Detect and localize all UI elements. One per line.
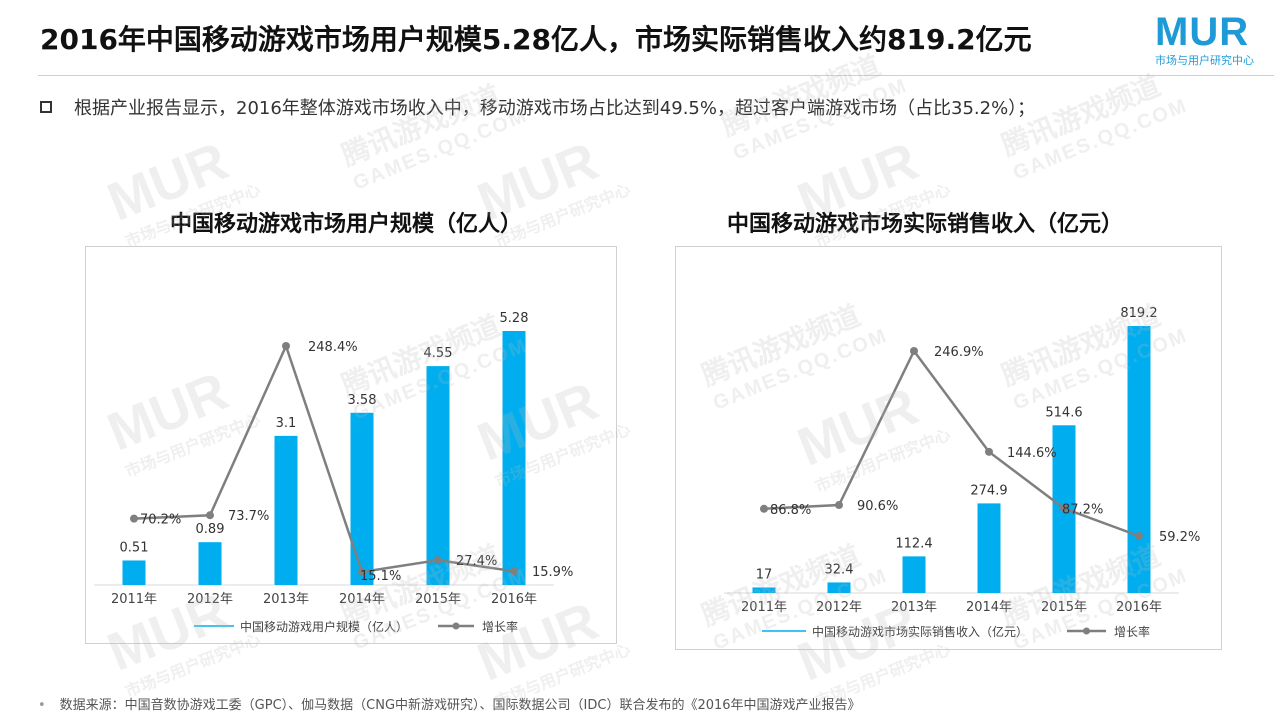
chart-revenue-frame: 17 2011年 32.4 2012年 112.4 2013年 274.9 2014年 514.… [675, 246, 1222, 650]
x-tick-label: 2014年 [339, 592, 385, 607]
growth-rate-label: 27.4% [456, 554, 497, 569]
chart-users-frame: 0.51 2011年 0.89 2012年 3.1 2013年 3.58 2014年 4.55 2… [85, 246, 617, 644]
bar [977, 503, 1001, 593]
growth-rate-point [835, 501, 843, 510]
bar-value-label: 0.51 [120, 540, 149, 555]
bar [827, 582, 851, 593]
bar-value-label: 819.2 [1120, 306, 1157, 321]
footer-bullet: • [38, 698, 46, 713]
bar [902, 556, 926, 593]
growth-rate-label: 15.9% [532, 565, 573, 580]
mur-logo: MUR 市场与用户研究中心 [1155, 10, 1273, 68]
x-tick-label: 2012年 [816, 600, 862, 615]
growth-rate-point [760, 504, 768, 513]
legend-line-marker [452, 622, 460, 630]
x-tick-label: 2015年 [1041, 600, 1087, 615]
x-tick-label: 2011年 [111, 592, 157, 607]
bar-value-label: 17 [756, 567, 773, 582]
bar [198, 542, 222, 585]
tencent-games-watermark: 腾讯游戏频道 GAMES.QQ.COM [996, 68, 1191, 185]
x-tick-label: 2016年 [1116, 600, 1162, 615]
bar [274, 435, 298, 585]
square-bullet-icon [40, 101, 52, 113]
growth-rate-point [282, 342, 290, 350]
x-tick-label: 2016年 [491, 592, 537, 607]
source-footnote: • 数据来源：中国音数协游戏工委（GPC）、伽马数据（CNG中新游戏研究）、国际数… [38, 694, 861, 713]
chart-revenue-svg: 17 2011年 32.4 2012年 112.4 2013年 274.9 2014年 514.… [724, 306, 1200, 639]
growth-rate-label: 90.6% [857, 499, 898, 514]
growth-rate-point [910, 347, 918, 355]
x-tick-label: 2013年 [263, 592, 309, 607]
bar [1127, 326, 1151, 593]
growth-rate-point [130, 514, 138, 523]
tencent-games-watermark: 腾讯游戏频道 GAMES.QQ.COM [336, 78, 531, 195]
logo-subtitle: 市场与用户研究中心 [1155, 54, 1254, 67]
legend-bar-label: 中国移动游戏用户规模（亿人） [240, 619, 408, 634]
bar-value-label: 3.1 [276, 416, 297, 431]
summary-bullet: 根据产业报告显示，2016年整体游戏市场收入中，移动游戏市场占比达到49.5%，… [40, 94, 1035, 120]
x-tick-label: 2014年 [966, 600, 1012, 615]
growth-rate-point [510, 567, 518, 576]
growth-rate-label: 87.2% [1062, 502, 1103, 517]
growth-rate-label: 144.6% [1007, 446, 1057, 461]
growth-rate-label: 248.4% [308, 340, 358, 355]
bar-value-label: 274.9 [970, 483, 1007, 498]
legend-bar-label: 中国移动游戏市场实际销售收入（亿元） [812, 624, 1028, 639]
growth-rate-point [1135, 532, 1143, 540]
chart-users-title: 中国移动游戏市场用户规模（亿人） [170, 212, 523, 237]
bar-value-label: 5.28 [500, 311, 529, 326]
growth-rate-line [763, 348, 1140, 538]
growth-rate-point [206, 511, 214, 520]
chart-users-svg: 0.51 2011年 0.89 2012年 3.1 2013年 3.58 2014年 4.55 2… [94, 311, 573, 634]
legend-line-marker [1083, 627, 1090, 635]
bar-value-label: 0.89 [196, 522, 225, 537]
growth-rate-label: 246.9% [934, 345, 984, 360]
source-text: 数据来源：中国音数协游戏工委（GPC）、伽马数据（CNG中新游戏研究）、国际数据… [59, 698, 861, 713]
growth-rate-point [985, 447, 993, 456]
growth-rate-label: 15.1% [360, 569, 401, 584]
growth-rate-point [358, 568, 366, 576]
legend-line-label: 增长率 [482, 619, 518, 634]
header-divider [38, 75, 1274, 76]
growth-rate-label: 59.2% [1159, 530, 1200, 545]
x-tick-label: 2015年 [415, 592, 461, 607]
bar-value-label: 32.4 [825, 562, 854, 577]
bar [752, 587, 776, 593]
legend-line-label: 增长率 [1114, 624, 1150, 639]
summary-text: 根据产业报告显示，2016年整体游戏市场收入中，移动游戏市场占比达到49.5%，… [74, 98, 1036, 119]
growth-rate-point [434, 556, 442, 565]
logo-mark: MUR [1155, 10, 1250, 54]
bar [502, 331, 526, 585]
bar [122, 560, 146, 585]
growth-rate-label: 70.2% [140, 513, 181, 528]
chart-revenue-title: 中国移动游戏市场实际销售收入（亿元） [727, 212, 1124, 237]
x-tick-label: 2011年 [741, 600, 787, 615]
bar-value-label: 514.6 [1045, 405, 1082, 420]
growth-rate-label: 73.7% [228, 509, 269, 524]
bar [426, 366, 450, 585]
bar [350, 412, 374, 585]
bar-value-label: 3.58 [348, 393, 377, 408]
bar-value-label: 4.55 [424, 346, 453, 361]
x-tick-label: 2012年 [187, 592, 233, 607]
growth-rate-label: 86.8% [770, 503, 811, 518]
x-tick-label: 2013年 [891, 600, 937, 615]
bar-value-label: 112.4 [895, 536, 932, 551]
growth-rate-point [1060, 504, 1068, 513]
growth-rate-line [133, 342, 515, 574]
page-title: 2016年中国移动游戏市场用户规模5.28亿人，市场实际销售收入约819.2亿元 [40, 23, 1032, 56]
